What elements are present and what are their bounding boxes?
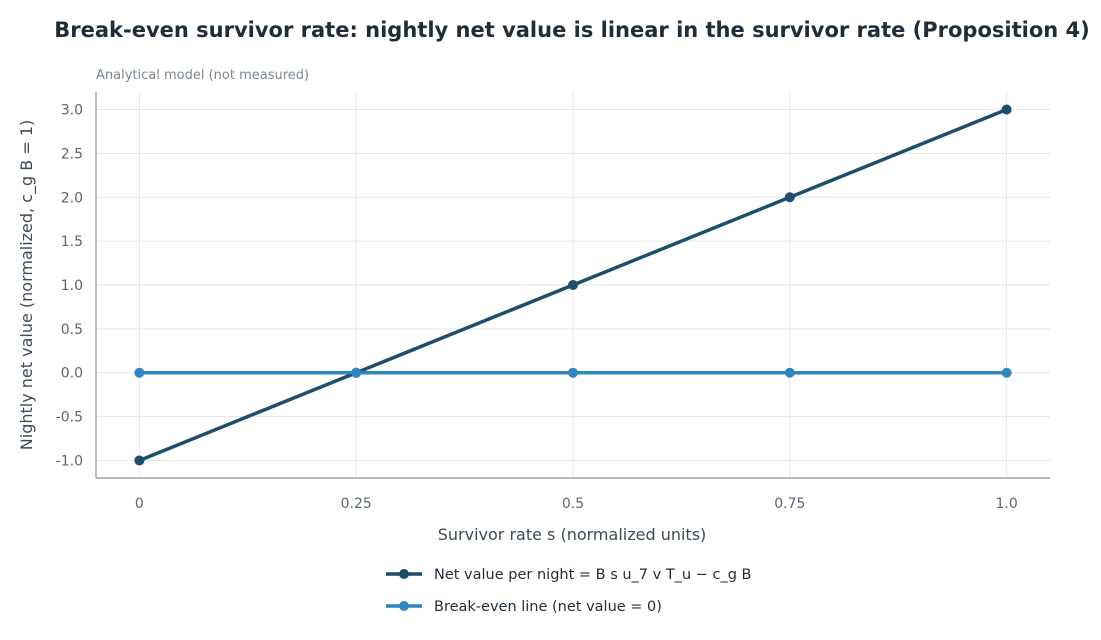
y-tick-label: 0.5 xyxy=(61,322,83,338)
y-tick-label: 0.0 xyxy=(61,366,83,382)
data-point xyxy=(568,280,578,290)
y-axis-label: Nightly net value (normalized, c_g B = 1… xyxy=(17,120,37,450)
legend-item: Break-even line (net value = 0) xyxy=(386,599,662,615)
y-tick-label: -1.0 xyxy=(56,453,83,469)
y-tick-label: 1.5 xyxy=(61,234,83,250)
data-point xyxy=(568,367,578,378)
chart-title: Break-even survivor rate: nightly net va… xyxy=(54,18,1089,42)
data-point xyxy=(784,367,795,378)
data-point xyxy=(134,367,145,378)
x-tick-label: 1.0 xyxy=(996,496,1018,512)
x-tick-label: 0.75 xyxy=(774,496,805,512)
data-point xyxy=(1001,104,1012,115)
y-tick-label: 2.0 xyxy=(61,190,83,206)
series xyxy=(134,104,1012,466)
x-tick-label: 0 xyxy=(135,496,144,512)
data-point xyxy=(134,455,145,466)
series-2 xyxy=(134,367,1012,378)
axes xyxy=(95,92,1050,479)
x-tick-labels: 0 0.25 0.5 0.75 1.0 xyxy=(135,496,1018,512)
chart-subtitle: Analytical model (not measured) xyxy=(96,68,309,83)
legend-swatch-marker xyxy=(399,569,409,579)
data-point xyxy=(1001,367,1012,378)
legend-item: Net value per night = B s u_7 v T_u − c_… xyxy=(386,567,751,583)
data-point xyxy=(351,367,362,378)
legend-label: Net value per night = B s u_7 v T_u − c_… xyxy=(434,567,751,583)
y-tick-label: 1.0 xyxy=(61,278,83,294)
y-tick-label: 3.0 xyxy=(61,103,83,119)
y-tick-label: -0.5 xyxy=(56,410,83,426)
x-tick-label: 0.25 xyxy=(341,496,372,512)
y-tick-labels: -1.0 -0.5 0.0 0.5 1.0 1.5 2.0 2.5 3.0 xyxy=(56,103,83,470)
data-point xyxy=(784,192,795,203)
x-tick-label: 0.5 xyxy=(562,496,584,512)
legend-swatch-marker xyxy=(399,601,409,611)
x-axis-label: Survivor rate s (normalized units) xyxy=(438,525,707,544)
legend: Net value per night = B s u_7 v T_u − c_… xyxy=(386,567,751,615)
legend-label: Break-even line (net value = 0) xyxy=(434,599,662,615)
y-tick-label: 2.5 xyxy=(61,146,83,162)
